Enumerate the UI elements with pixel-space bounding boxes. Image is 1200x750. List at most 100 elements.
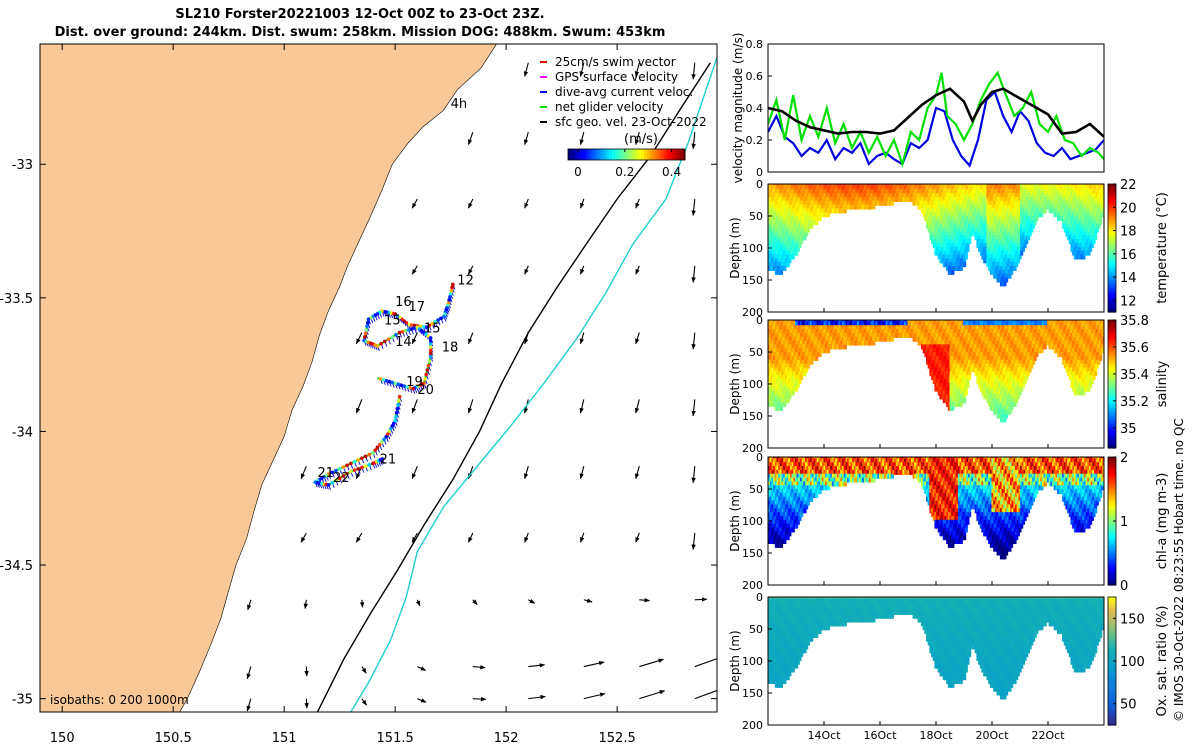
profile-sample xyxy=(890,325,894,331)
profile-sample xyxy=(791,352,795,358)
profile-sample xyxy=(830,332,834,338)
profile-sample xyxy=(786,359,790,365)
profile-sample xyxy=(774,352,778,358)
profile-sample xyxy=(932,204,936,210)
profile-sample xyxy=(944,250,948,256)
profile-sample xyxy=(803,208,807,214)
profile-sample xyxy=(897,193,901,199)
profile-sample xyxy=(962,352,967,358)
profile-sample xyxy=(882,320,886,323)
profile-sample xyxy=(936,329,940,335)
colorbar-segment xyxy=(635,149,639,160)
profile-sample xyxy=(885,321,889,327)
profile-sample xyxy=(952,348,957,354)
profile-sample xyxy=(988,185,992,191)
profile-sample xyxy=(786,320,790,323)
profile-sample xyxy=(910,321,915,327)
profile-sample xyxy=(927,332,931,338)
profile-sample xyxy=(996,265,1000,271)
profile-sample xyxy=(867,320,871,323)
depth-tick: 200 xyxy=(742,306,763,319)
profile-sample xyxy=(843,329,847,335)
profile-sample xyxy=(884,184,888,187)
profile-sample xyxy=(966,359,970,365)
profile-sample xyxy=(784,321,789,327)
profile-sample xyxy=(845,321,849,327)
current-arrow xyxy=(579,332,585,345)
colorbar-segment xyxy=(632,149,636,160)
profile-sample xyxy=(1010,189,1014,195)
profile-sample xyxy=(1006,231,1010,237)
isobaths-label: isobaths: 0 200 1000m xyxy=(50,693,189,707)
profile-sample xyxy=(771,184,775,187)
profile-sample xyxy=(884,196,888,202)
profile-sample xyxy=(774,390,778,396)
profile-sample xyxy=(964,185,968,191)
track-point xyxy=(364,328,369,332)
profile-sample xyxy=(838,332,842,338)
profile-sample xyxy=(926,216,930,222)
profile-sample xyxy=(1078,231,1083,237)
profile-sample xyxy=(798,185,802,191)
profile-sample xyxy=(1020,250,1024,256)
profile-sample xyxy=(946,262,950,268)
profile-sample xyxy=(831,340,836,346)
profile-sample xyxy=(798,219,802,225)
profile-sample xyxy=(919,189,923,195)
profile-sample xyxy=(816,185,820,191)
profile-sample xyxy=(805,352,809,358)
profile-sample xyxy=(811,193,815,199)
profile-sample xyxy=(1015,231,1019,237)
profile-sample xyxy=(936,321,940,327)
profile-sample xyxy=(1067,189,1071,195)
profile-sample xyxy=(954,196,958,202)
profile-sample xyxy=(769,401,773,407)
profile-sample xyxy=(833,204,837,210)
profile-sample xyxy=(1060,208,1064,214)
track-point xyxy=(397,394,402,399)
profile-sample xyxy=(894,325,898,331)
profile-sample xyxy=(781,344,785,350)
profile-sample xyxy=(1075,200,1079,206)
profile-sample xyxy=(1020,246,1024,252)
profile-sample xyxy=(957,200,962,206)
track-point xyxy=(439,316,443,321)
profile-sample xyxy=(920,340,925,346)
profile-sample xyxy=(825,321,829,327)
profile-sample xyxy=(957,258,962,264)
profile-sample xyxy=(813,184,817,187)
profile-sample xyxy=(946,394,950,400)
profile-sample xyxy=(912,185,916,191)
profile-sample xyxy=(910,325,915,331)
profile-sample xyxy=(783,371,787,377)
profile-sample xyxy=(974,200,978,206)
profile-sample xyxy=(971,208,975,214)
profile-sample xyxy=(1003,193,1007,199)
profile-sample xyxy=(885,332,889,338)
profile-sample xyxy=(1008,185,1012,191)
profile-sample xyxy=(954,344,958,350)
profile-sample xyxy=(1090,227,1094,233)
profile-sample xyxy=(1001,189,1005,195)
profile-sample xyxy=(882,329,886,335)
profile-sample xyxy=(979,250,983,256)
profile-sample xyxy=(1075,227,1079,233)
profile-sample xyxy=(779,262,784,268)
profile-sample xyxy=(1020,227,1024,233)
profile-sample xyxy=(932,329,936,335)
profile-sample xyxy=(915,329,920,335)
profile-sample xyxy=(776,231,780,237)
profile-sample xyxy=(880,193,884,199)
profile-sample xyxy=(949,320,953,323)
profile-sample xyxy=(931,227,935,233)
profile-sample xyxy=(1097,196,1101,202)
track-point xyxy=(360,456,364,460)
profile-sample xyxy=(941,223,945,229)
profile-sample xyxy=(776,269,780,275)
profile-sample xyxy=(848,189,852,195)
profile-sample xyxy=(905,193,910,199)
profile-sample xyxy=(1043,184,1047,187)
profile-sample xyxy=(939,200,943,206)
profile-sample xyxy=(1083,216,1088,222)
